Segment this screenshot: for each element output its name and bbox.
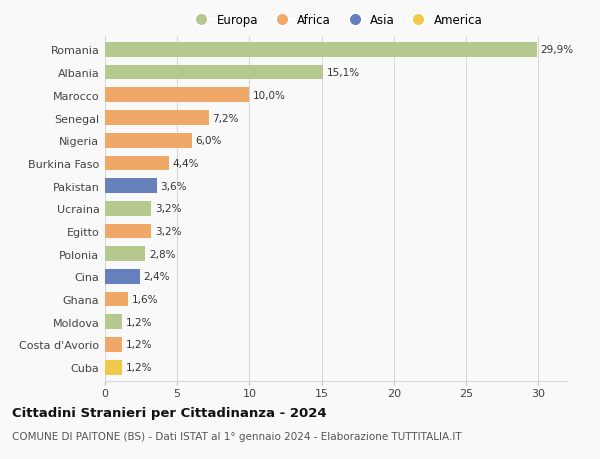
Text: 3,6%: 3,6%: [161, 181, 187, 191]
Text: 6,0%: 6,0%: [195, 136, 221, 146]
Text: 2,4%: 2,4%: [143, 272, 170, 282]
Bar: [105, 43, 536, 58]
Bar: [105, 292, 128, 307]
Bar: [105, 224, 151, 239]
Bar: [105, 156, 169, 171]
Bar: [105, 337, 122, 352]
Bar: [105, 66, 323, 80]
Bar: [105, 179, 157, 194]
Text: 1,2%: 1,2%: [126, 317, 152, 327]
Text: 4,4%: 4,4%: [172, 158, 199, 168]
Bar: [105, 269, 140, 284]
Text: 10,0%: 10,0%: [253, 90, 286, 101]
Bar: [105, 202, 151, 216]
Text: 3,2%: 3,2%: [155, 226, 181, 236]
Text: 29,9%: 29,9%: [540, 45, 574, 55]
Bar: [105, 111, 209, 126]
Text: COMUNE DI PAITONE (BS) - Dati ISTAT al 1° gennaio 2024 - Elaborazione TUTTITALIA: COMUNE DI PAITONE (BS) - Dati ISTAT al 1…: [12, 431, 461, 442]
Text: 3,2%: 3,2%: [155, 204, 181, 214]
Text: 7,2%: 7,2%: [212, 113, 239, 123]
Bar: [105, 88, 250, 103]
Bar: [105, 247, 145, 262]
Bar: [105, 360, 122, 375]
Text: 1,2%: 1,2%: [126, 340, 152, 350]
Text: 15,1%: 15,1%: [326, 68, 360, 78]
Bar: [105, 315, 122, 330]
Text: Cittadini Stranieri per Cittadinanza - 2024: Cittadini Stranieri per Cittadinanza - 2…: [12, 406, 326, 419]
Text: 1,6%: 1,6%: [132, 294, 158, 304]
Bar: [105, 134, 191, 148]
Text: 1,2%: 1,2%: [126, 363, 152, 372]
Text: 2,8%: 2,8%: [149, 249, 176, 259]
Legend: Europa, Africa, Asia, America: Europa, Africa, Asia, America: [190, 14, 482, 28]
